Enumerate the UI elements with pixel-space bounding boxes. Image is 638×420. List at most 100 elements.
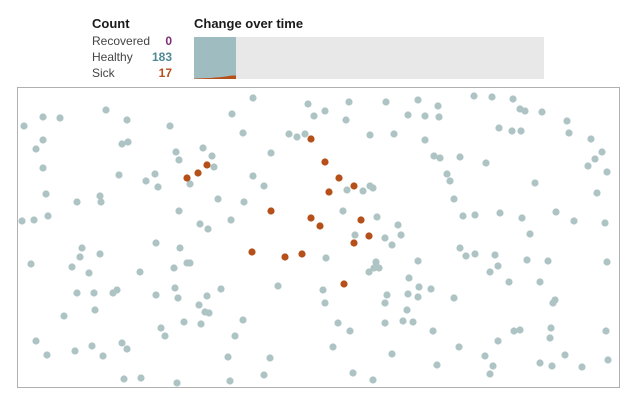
sick-count: 17 xyxy=(158,66,172,80)
healthy-person-dot xyxy=(249,172,257,180)
healthy-person-dot xyxy=(322,254,330,262)
healthy-person-dot xyxy=(603,258,611,266)
healthy-person-dot xyxy=(166,122,174,130)
healthy-person-dot xyxy=(381,319,389,327)
sick-person-dot xyxy=(321,158,329,166)
healthy-person-dot xyxy=(39,113,47,121)
sick-person-dot xyxy=(350,182,358,190)
healthy-person-dot xyxy=(373,213,381,221)
healthy-person-dot xyxy=(161,332,169,340)
healthy-person-dot xyxy=(434,102,442,110)
healthy-person-dot xyxy=(90,289,98,297)
healthy-person-dot xyxy=(462,252,470,260)
sick-person-dot xyxy=(335,174,343,182)
healthy-person-dot xyxy=(204,225,212,233)
change-chart-area xyxy=(194,37,544,79)
healthy-person-dot xyxy=(30,216,38,224)
healthy-person-dot xyxy=(505,278,513,286)
healthy-person-dot xyxy=(388,350,396,358)
healthy-person-dot xyxy=(494,262,502,270)
healthy-person-dot xyxy=(102,106,110,114)
healthy-person-dot xyxy=(349,369,357,377)
healthy-person-dot xyxy=(142,177,150,185)
healthy-person-dot xyxy=(172,148,180,156)
healthy-person-dot xyxy=(99,352,107,360)
healthy-person-dot xyxy=(565,129,573,137)
healthy-person-dot xyxy=(584,162,592,170)
healthy-person-dot xyxy=(388,241,396,249)
healthy-person-dot xyxy=(471,250,479,258)
healthy-person-dot xyxy=(601,219,609,227)
healthy-person-dot xyxy=(488,93,496,101)
healthy-person-dot xyxy=(339,207,347,215)
healthy-person-dot xyxy=(531,179,539,187)
healthy-person-dot xyxy=(319,286,327,294)
healthy-person-dot xyxy=(73,289,81,297)
sick-person-dot xyxy=(307,135,315,143)
healthy-person-dot xyxy=(427,285,435,293)
healthy-area xyxy=(194,37,236,79)
healthy-person-dot xyxy=(446,177,454,185)
healthy-person-dot xyxy=(382,98,390,106)
healthy-person-dot xyxy=(526,230,534,238)
healthy-person-dot xyxy=(176,244,184,252)
healthy-person-dot xyxy=(20,122,28,130)
healthy-person-dot xyxy=(334,319,342,327)
healthy-person-dot xyxy=(321,299,329,307)
healthy-person-dot xyxy=(173,379,181,387)
healthy-person-dot xyxy=(231,332,239,340)
healthy-person-dot xyxy=(351,231,359,239)
healthy-person-dot xyxy=(239,316,247,324)
healthy-person-dot xyxy=(486,268,494,276)
healthy-person-dot xyxy=(369,376,377,384)
healthy-person-dot xyxy=(43,351,51,359)
sick-person-dot xyxy=(325,188,333,196)
healthy-person-dot xyxy=(404,111,412,119)
healthy-person-dot xyxy=(456,244,464,252)
healthy-person-dot xyxy=(175,156,183,164)
healthy-person-dot xyxy=(76,253,84,261)
healthy-person-dot xyxy=(390,130,398,138)
healthy-person-dot xyxy=(227,216,235,224)
healthy-person-dot xyxy=(175,207,183,215)
healthy-person-dot xyxy=(421,112,429,120)
sick-person-dot xyxy=(298,250,306,258)
healthy-person-dot xyxy=(604,356,612,364)
healthy-person-dot xyxy=(136,268,144,276)
healthy-person-dot xyxy=(266,354,274,362)
healthy-person-dot xyxy=(433,361,441,369)
healthy-person-dot xyxy=(293,133,301,141)
healthy-count: 183 xyxy=(151,50,172,64)
healthy-person-dot xyxy=(369,184,377,192)
healthy-person-dot xyxy=(552,208,560,216)
healthy-person-dot xyxy=(593,189,601,197)
healthy-person-dot xyxy=(71,347,79,355)
healthy-person-dot xyxy=(120,375,128,383)
healthy-person-dot xyxy=(496,209,504,217)
healthy-person-dot xyxy=(430,152,438,160)
healthy-person-dot xyxy=(366,131,374,139)
healthy-person-dot xyxy=(154,183,162,191)
healthy-person-dot xyxy=(310,112,318,120)
healthy-person-dot xyxy=(481,352,489,360)
healthy-person-dot xyxy=(260,371,268,379)
healthy-person-dot xyxy=(397,231,405,239)
healthy-person-dot xyxy=(598,148,606,156)
healthy-person-dot xyxy=(60,312,68,320)
healthy-person-dot xyxy=(39,136,47,144)
sick-person-dot xyxy=(365,232,373,240)
healthy-person-dot xyxy=(39,164,47,172)
healthy-person-dot xyxy=(118,339,126,347)
healthy-person-dot xyxy=(196,220,204,228)
recovered-label: Recovered xyxy=(92,34,151,48)
healthy-person-dot xyxy=(494,337,502,345)
sick-person-dot xyxy=(281,253,289,261)
healthy-person-dot xyxy=(267,149,275,157)
healthy-person-dot xyxy=(516,326,524,334)
healthy-person-dot xyxy=(239,129,247,137)
healthy-person-dot xyxy=(304,100,312,108)
healthy-person-dot xyxy=(381,234,389,242)
healthy-person-dot xyxy=(518,214,526,222)
healthy-person-dot xyxy=(517,127,525,135)
healthy-person-dot xyxy=(375,264,383,272)
